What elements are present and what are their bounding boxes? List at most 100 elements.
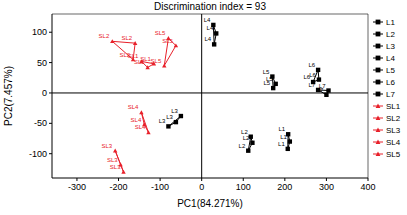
point bbox=[250, 141, 254, 145]
x-tick-label: 200 bbox=[277, 182, 292, 192]
zero-line-x bbox=[201, 14, 202, 178]
x-tick bbox=[368, 178, 369, 181]
legend-marker bbox=[376, 92, 381, 97]
plot-area bbox=[110, 23, 331, 174]
frame-top bbox=[52, 14, 368, 15]
point bbox=[145, 65, 149, 69]
point bbox=[271, 86, 275, 90]
y-tick-label: -100 bbox=[29, 149, 47, 159]
x-tick bbox=[243, 178, 244, 181]
x-tick bbox=[118, 178, 119, 181]
x-tick bbox=[160, 178, 161, 181]
point bbox=[166, 124, 170, 128]
y-tick bbox=[49, 153, 52, 154]
y-tick-label: -50 bbox=[34, 118, 47, 128]
point-label: L3 bbox=[166, 114, 173, 120]
legend-label: L3 bbox=[386, 42, 395, 51]
x-tick-label: 0 bbox=[199, 182, 204, 192]
point-label: SL2 bbox=[121, 35, 132, 41]
point-label: SL5 bbox=[155, 30, 166, 36]
x-tick-label: -100 bbox=[151, 182, 169, 192]
legend-marker bbox=[376, 56, 381, 61]
point bbox=[214, 31, 218, 35]
point-label: L4 bbox=[207, 25, 214, 31]
point-label: SL4 bbox=[131, 117, 142, 123]
point-label: SL2 bbox=[99, 33, 110, 39]
point bbox=[133, 41, 137, 45]
legend-label: L2 bbox=[386, 30, 395, 39]
y-tick bbox=[49, 62, 52, 63]
point-label: SL4 bbox=[128, 104, 139, 110]
point-label: L5 bbox=[264, 80, 271, 86]
x-tick-label: -300 bbox=[68, 182, 86, 192]
point bbox=[162, 63, 166, 67]
x-tick bbox=[201, 178, 202, 181]
point-label: SL5 bbox=[151, 58, 162, 64]
legend-label: SL5 bbox=[386, 150, 401, 159]
point bbox=[113, 148, 117, 152]
x-tick-label: 400 bbox=[360, 182, 375, 192]
point-label: L6 bbox=[309, 72, 316, 78]
point bbox=[316, 68, 320, 72]
title: Discrimination index = 93 bbox=[154, 1, 266, 12]
point bbox=[286, 147, 290, 151]
legend-marker bbox=[376, 140, 381, 144]
legend-label: SL1 bbox=[386, 102, 401, 111]
legend-marker bbox=[376, 116, 381, 120]
point-label: L7 bbox=[308, 82, 315, 88]
point-label: L4 bbox=[204, 17, 211, 23]
point bbox=[212, 42, 216, 46]
point bbox=[246, 148, 250, 152]
point-label: SL4 bbox=[135, 124, 146, 130]
point bbox=[324, 93, 328, 97]
point-label: L3 bbox=[159, 118, 166, 124]
legend: L1L2L3L4L5L6L7SL1SL2SL3SL4SL5 bbox=[373, 18, 401, 159]
x-tick-label: -200 bbox=[110, 182, 128, 192]
point-label: SL5 bbox=[162, 38, 173, 44]
legend-label: L6 bbox=[386, 78, 395, 87]
legend-marker bbox=[376, 68, 381, 73]
legend-marker bbox=[376, 104, 381, 108]
y-tick bbox=[49, 92, 52, 93]
legend-marker bbox=[376, 20, 381, 25]
point-label: L4 bbox=[204, 36, 211, 42]
legend-marker bbox=[376, 80, 381, 85]
point bbox=[174, 120, 178, 124]
point-label: L2 bbox=[243, 135, 250, 141]
point-label: L5 bbox=[263, 69, 270, 75]
x-axis-label: PC1(84.271%) bbox=[177, 198, 243, 209]
legend-label: L5 bbox=[386, 66, 395, 75]
chart: Discrimination index = 93 -300 -200 -100 0 10… bbox=[0, 0, 407, 215]
point-label: SL3 bbox=[110, 164, 121, 170]
point bbox=[179, 114, 183, 118]
point-labels: L1L1L1L2L2L2L3L3L3L4L4L4L5L5L5L6L6L6L7L7… bbox=[99, 17, 327, 170]
point bbox=[110, 39, 114, 43]
point bbox=[146, 130, 150, 134]
point-label: L6 bbox=[308, 62, 315, 68]
x-tick-label: 100 bbox=[236, 182, 251, 192]
point bbox=[317, 77, 321, 81]
point-label: L1 bbox=[278, 126, 285, 132]
y-tick-label: 100 bbox=[32, 27, 47, 37]
legend-label: L1 bbox=[386, 18, 395, 27]
point-label: L1 bbox=[280, 134, 287, 140]
point bbox=[273, 82, 277, 86]
y-axis-label: PC2(7.457%) bbox=[3, 66, 14, 126]
y-tick bbox=[49, 123, 52, 124]
x-tick bbox=[326, 178, 327, 181]
legend-marker bbox=[376, 128, 381, 132]
legend-label: SL2 bbox=[386, 114, 401, 123]
point bbox=[121, 170, 125, 174]
x-tick bbox=[284, 178, 285, 181]
y-tick-label: 50 bbox=[37, 58, 47, 68]
legend-label: SL4 bbox=[386, 138, 401, 147]
point bbox=[174, 43, 178, 47]
legend-marker bbox=[376, 44, 381, 49]
point bbox=[139, 110, 143, 114]
legend-marker bbox=[376, 152, 381, 156]
legend-label: L7 bbox=[386, 90, 395, 99]
y-tick-label: 0 bbox=[42, 88, 47, 98]
x-tick bbox=[76, 178, 77, 181]
x-axis bbox=[52, 178, 368, 179]
point-label: SL2 bbox=[119, 52, 130, 58]
